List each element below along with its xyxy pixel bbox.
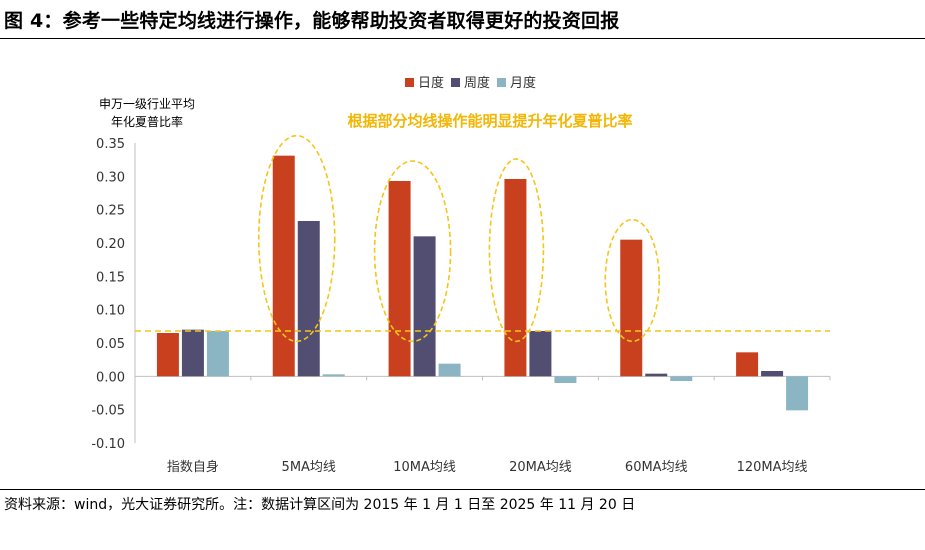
highlight-ellipse — [488, 158, 545, 343]
title-divider — [0, 38, 925, 39]
chart-bars — [156, 155, 809, 411]
chart-axes — [134, 143, 831, 443]
source-divider — [0, 489, 925, 490]
bar-1-3 — [388, 181, 411, 377]
bar-2-3 — [413, 236, 436, 377]
bar-2-5 — [645, 373, 668, 377]
legend-label-1: 日度 — [418, 75, 444, 91]
highlight-ellipse — [373, 160, 452, 343]
bar-1-6 — [736, 352, 759, 377]
y-tick-label: 0.05 — [96, 337, 125, 352]
x-tick-label: 5MA均线 — [282, 460, 336, 475]
y-tick-label: -0.05 — [91, 404, 125, 419]
chart-annotation: 根据部分均线操作能明显提升年化夏普比率 — [347, 112, 632, 130]
y-axis-label-line-1: 申万一级行业平均 — [99, 97, 195, 111]
y-tick-label: 0.10 — [96, 304, 125, 319]
y-tick-label: 0.20 — [96, 237, 125, 252]
y-axis-ticks: 0.35 0.30 0.25 0.20 0.15 0.10 0.05 0.00 -0.05 -0.… — [91, 137, 125, 452]
bar-2-4 — [529, 331, 552, 377]
bar-1-5 — [620, 239, 643, 377]
y-tick-label: 0.35 — [96, 137, 125, 152]
x-tick-label: 20MA均线 — [509, 460, 572, 475]
y-tick-label: 0.25 — [96, 204, 125, 219]
highlight-ellipse — [604, 218, 661, 343]
legend-swatch-1 — [405, 78, 414, 87]
source-note: 资料来源：wind，光大证券研究所。注：数据计算区间为 2015 年 1 月 1… — [4, 497, 636, 513]
y-tick-label: 0.15 — [96, 270, 125, 285]
x-tick-label: 10MA均线 — [393, 460, 456, 475]
bar-3-6 — [786, 376, 809, 411]
bar-1-2 — [272, 155, 295, 377]
figure-title: 图 4：参考一些特定均线进行操作，能够帮助投资者取得更好的投资回报 — [4, 10, 620, 32]
legend-label-3: 月度 — [510, 75, 536, 91]
bar-2-1 — [181, 329, 204, 377]
y-tick-label: 0.30 — [96, 170, 125, 185]
bar-1-4 — [504, 179, 527, 377]
bar-2-6 — [761, 371, 784, 377]
highlight-ellipse — [257, 134, 336, 343]
bar-2-2 — [297, 221, 320, 377]
annotation-text: 根据部分均线操作能明显提升年化夏普比率 — [347, 112, 632, 130]
y-tick-label: 0.00 — [96, 370, 125, 385]
legend-swatch-2 — [451, 78, 460, 87]
x-tick-label: 60MA均线 — [625, 460, 688, 475]
bar-3-5 — [670, 376, 693, 381]
bar-3-4 — [554, 376, 577, 383]
x-tick-label: 指数自身 — [167, 459, 219, 475]
x-tick-label: 120MA均线 — [737, 460, 808, 475]
bar-1-1 — [156, 333, 179, 377]
bar-3-3 — [438, 363, 461, 377]
bar-3-2 — [322, 374, 345, 377]
y-axis-label-line-2: 年化夏普比率 — [111, 114, 183, 129]
bar-3-1 — [206, 331, 229, 377]
x-axis-labels: 指数自身 5MA均线 10MA均线 20MA均线 60MA均线 120MA均线 — [167, 459, 808, 475]
highlight-ellipses — [257, 134, 661, 343]
y-tick-label: -0.10 — [91, 437, 125, 452]
chart-legend: 日度 周度 月度 — [405, 75, 536, 91]
legend-label-2: 周度 — [464, 75, 490, 91]
legend-swatch-3 — [497, 78, 506, 87]
